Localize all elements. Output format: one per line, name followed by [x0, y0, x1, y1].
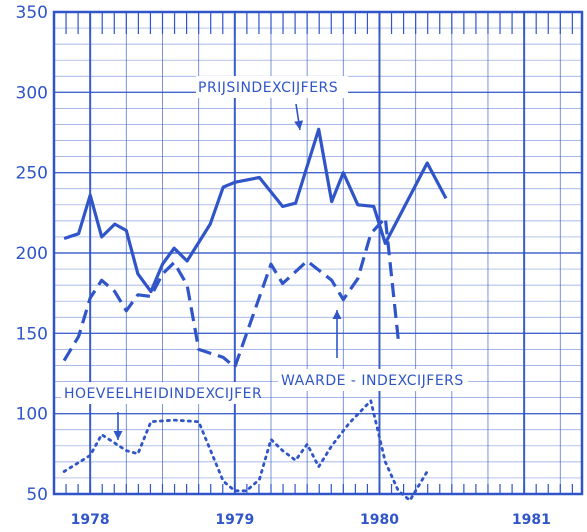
y-tick-label: 50 — [26, 485, 48, 505]
x-tick-label: 1980 — [360, 512, 399, 528]
x-tick-label: 1981 — [512, 512, 551, 528]
y-axis-tick-labels: 350 300 250 200 150 100 50 — [16, 3, 48, 505]
x-tick-label: 1979 — [215, 512, 254, 528]
y-tick-label: 300 — [16, 83, 48, 103]
series-line — [62, 216, 400, 369]
annotation-label: PRIJSINDEXCIJFERS — [198, 80, 338, 96]
series-dashed — [62, 216, 400, 369]
x-axis-tick-labels: 1978 1979 1980 1981 — [71, 512, 551, 528]
series-dotted — [62, 399, 429, 502]
series-line — [63, 127, 448, 294]
annotation-backdrop — [278, 369, 468, 391]
annotation-backdrop — [61, 382, 257, 404]
series-annotation: HOEVEELHEIDINDEXCIJFER — [61, 382, 262, 440]
annotation-arrowhead — [113, 431, 123, 440]
annotation-layer: PRIJSINDEXCIJFERS WAARDE - INDEXCIJFERS HO… — [61, 76, 468, 440]
series-annotation: WAARDE - INDEXCIJFERS — [278, 310, 468, 391]
annotation-label: HOEVEELHEIDINDEXCIJFER — [64, 386, 262, 402]
annotation-label: WAARDE - INDEXCIJFERS — [281, 373, 464, 389]
series-annotation: PRIJSINDEXCIJFERS — [196, 76, 348, 131]
annotation-backdrop — [196, 76, 348, 98]
y-tick-label: 200 — [16, 244, 48, 264]
series-layer — [62, 127, 448, 502]
annotation-arrowhead — [294, 120, 304, 130]
series-line — [62, 399, 429, 502]
y-tick-label: 350 — [16, 3, 48, 23]
annotation-arrowhead — [332, 310, 342, 319]
y-tick-label: 150 — [16, 324, 48, 344]
series-solid — [63, 127, 448, 294]
x-tick-label: 1978 — [71, 512, 110, 528]
grid-major — [54, 12, 582, 494]
plot-frame — [52, 10, 584, 496]
y-tick-label: 100 — [16, 405, 48, 425]
top-tick-marks — [65, 12, 573, 494]
y-tick-label: 250 — [16, 164, 48, 184]
